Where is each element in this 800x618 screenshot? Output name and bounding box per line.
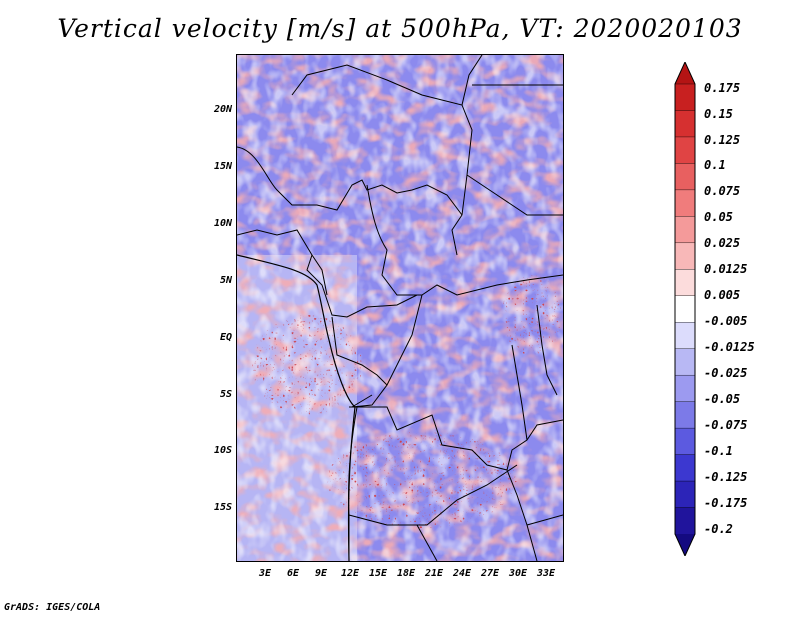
colorbar-bin	[674, 242, 696, 270]
colorbar-bin	[674, 110, 696, 138]
lat-label-eq: EQ	[219, 332, 232, 343]
colorbar-bin	[674, 401, 696, 429]
lon-label-12e: 12E	[340, 568, 360, 579]
colorbar-label: -0.025	[704, 366, 748, 380]
colorbar-bin	[674, 163, 696, 191]
lon-label-30e: 30E	[508, 568, 528, 579]
map-panel	[236, 54, 564, 562]
chart-title: Vertical velocity [m/s] at 500hPa, VT: 2…	[57, 14, 743, 43]
colorbar-bin	[674, 322, 696, 350]
colorbar-label: -0.05	[704, 392, 741, 406]
lon-label-9e: 9E	[314, 568, 328, 579]
colorbar-label: -0.2	[704, 522, 733, 536]
colorbar-bin	[674, 374, 696, 403]
colorbar-bin	[674, 507, 696, 535]
footer-credit: GrADS: IGES/COLA	[4, 602, 101, 613]
lon-label-18e: 18E	[396, 568, 416, 579]
map-canvas	[237, 55, 563, 561]
colorbar-label: -0.125	[704, 470, 748, 484]
colorbar-label: -0.175	[704, 496, 748, 510]
colorbar-label: -0.075	[704, 418, 748, 432]
lon-label-24e: 24E	[452, 568, 472, 579]
colorbar-bins	[674, 62, 696, 556]
colorbar-label: 0.005	[704, 288, 741, 302]
lat-label-10n: 10N	[213, 218, 232, 229]
lon-label-33e: 33E	[536, 568, 556, 579]
lon-label-6e: 6E	[286, 568, 300, 579]
lat-label-5s: 5S	[219, 389, 232, 400]
colorbar-label: 0.175	[704, 81, 741, 95]
colorbar-label: -0.005	[704, 314, 748, 328]
colorbar-label: 0.125	[704, 133, 741, 147]
colorbar-bin	[674, 136, 696, 165]
colorbar-bin	[674, 269, 696, 297]
lon-label-21e: 21E	[424, 568, 444, 579]
colorbar-label: 0.1	[704, 158, 726, 172]
colorbar-bin	[675, 62, 695, 84]
colorbar-label: 0.15	[704, 107, 733, 121]
lon-label-3e: 3E	[258, 568, 272, 579]
colorbar-bin	[675, 534, 695, 556]
colorbar-bin	[674, 348, 696, 376]
colorbar-label: 0.075	[704, 184, 741, 198]
colorbar	[674, 62, 696, 556]
strong-updraft-regions	[252, 275, 562, 528]
colorbar-bin	[674, 83, 696, 112]
colorbar-label: -0.1	[704, 444, 733, 458]
lat-label-20n: 20N	[213, 104, 232, 115]
coastline	[237, 254, 356, 561]
colorbar-label: 0.0125	[704, 262, 748, 276]
colorbar-bin	[674, 189, 696, 218]
colorbar-bin	[674, 295, 696, 323]
colorbar-bin	[674, 480, 696, 509]
colorbar-label: 0.05	[704, 210, 733, 224]
lat-label-15s: 15S	[213, 502, 232, 513]
lon-label-27e: 27E	[480, 568, 500, 579]
colorbar-label: -0.0125	[704, 340, 755, 354]
colorbar-label: 0.025	[704, 236, 741, 250]
colorbar-bin	[674, 454, 696, 482]
lon-label-15e: 15E	[368, 568, 388, 579]
lat-label-15n: 15N	[213, 161, 232, 172]
colorbar-bin	[674, 216, 696, 244]
lat-label-5n: 5N	[219, 275, 232, 286]
lat-label-10s: 10S	[213, 445, 232, 456]
colorbar-bin	[674, 427, 696, 456]
